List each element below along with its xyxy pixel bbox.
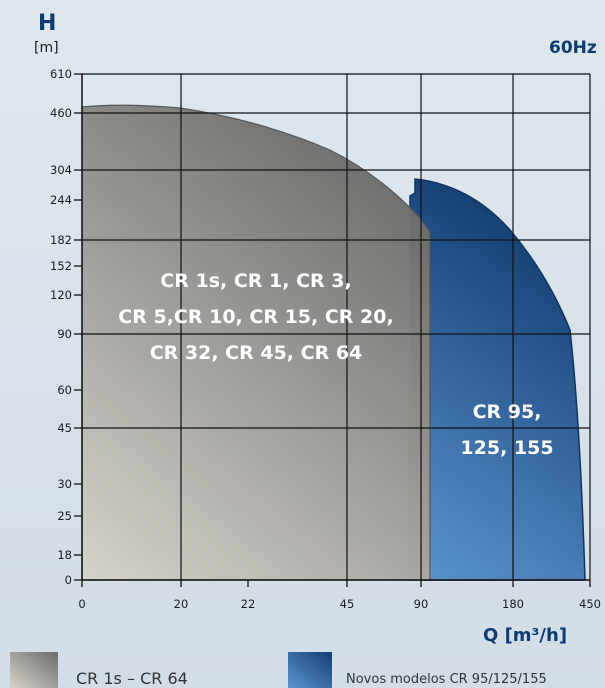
x-tick-label: 20 bbox=[174, 597, 189, 611]
y-tick-label: 90 bbox=[57, 327, 72, 341]
y-tick-label: 25 bbox=[57, 509, 72, 523]
x-tick-label: 45 bbox=[340, 597, 355, 611]
y-tick-label: 182 bbox=[50, 233, 72, 247]
grid-lines bbox=[82, 73, 591, 580]
x-tick-label: 0 bbox=[78, 597, 85, 611]
y-axis-unit: [m] bbox=[34, 40, 59, 56]
x-tick-labels: 0 20 22 45 90 180 450 bbox=[78, 580, 601, 611]
y-axis-title: H bbox=[38, 11, 56, 36]
y-tick-label: 0 bbox=[65, 573, 72, 587]
y-tick-label: 120 bbox=[50, 288, 72, 302]
y-tick-label: 610 bbox=[50, 67, 72, 81]
legend-label-grey: CR 1s – CR 64 bbox=[76, 669, 188, 688]
y-tick-label: 460 bbox=[50, 106, 72, 120]
grey-label-line-3: CR 32, CR 45, CR 64 bbox=[150, 342, 363, 364]
blue-label-line-1: CR 95, bbox=[473, 401, 542, 423]
x-tick-label: 90 bbox=[414, 597, 429, 611]
grey-label-line-1: CR 1s, CR 1, CR 3, bbox=[160, 270, 351, 292]
y-tick-label: 45 bbox=[57, 421, 72, 435]
y-tick-label: 18 bbox=[57, 548, 72, 562]
x-axis-title: Q [m³/h] bbox=[483, 625, 567, 646]
blue-label-line-2: 125, 155 bbox=[460, 437, 553, 459]
region-cr95-155 bbox=[409, 178, 586, 581]
legend-swatch-blue bbox=[288, 652, 332, 688]
legend: CR 1s – CR 64 Novos modelos CR 95/125/15… bbox=[10, 652, 547, 688]
legend-swatch-grey bbox=[10, 652, 58, 688]
y-tick-label: 60 bbox=[57, 383, 72, 397]
y-tick-labels: 0 18 25 30 45 60 90 120 152 182 244 304 460 610 bbox=[50, 67, 82, 587]
y-tick-label: 152 bbox=[50, 259, 72, 273]
legend-label-blue: Novos modelos CR 95/125/155 bbox=[346, 672, 547, 687]
grey-label-line-2: CR 5,CR 10, CR 15, CR 20, bbox=[118, 306, 393, 328]
region-cr1s-64 bbox=[81, 104, 431, 581]
y-tick-label: 30 bbox=[57, 477, 72, 491]
grey-region-label: CR 1s, CR 1, CR 3, CR 5,CR 10, CR 15, CR… bbox=[118, 270, 393, 364]
x-tick-label: 180 bbox=[502, 597, 524, 611]
blue-region-label: CR 95, 125, 155 bbox=[460, 401, 553, 459]
y-tick-label: 244 bbox=[50, 193, 72, 207]
x-tick-label: 450 bbox=[579, 597, 601, 611]
frequency-label: 60Hz bbox=[549, 38, 597, 58]
x-tick-label: 22 bbox=[241, 597, 256, 611]
y-tick-label: 304 bbox=[50, 163, 72, 177]
